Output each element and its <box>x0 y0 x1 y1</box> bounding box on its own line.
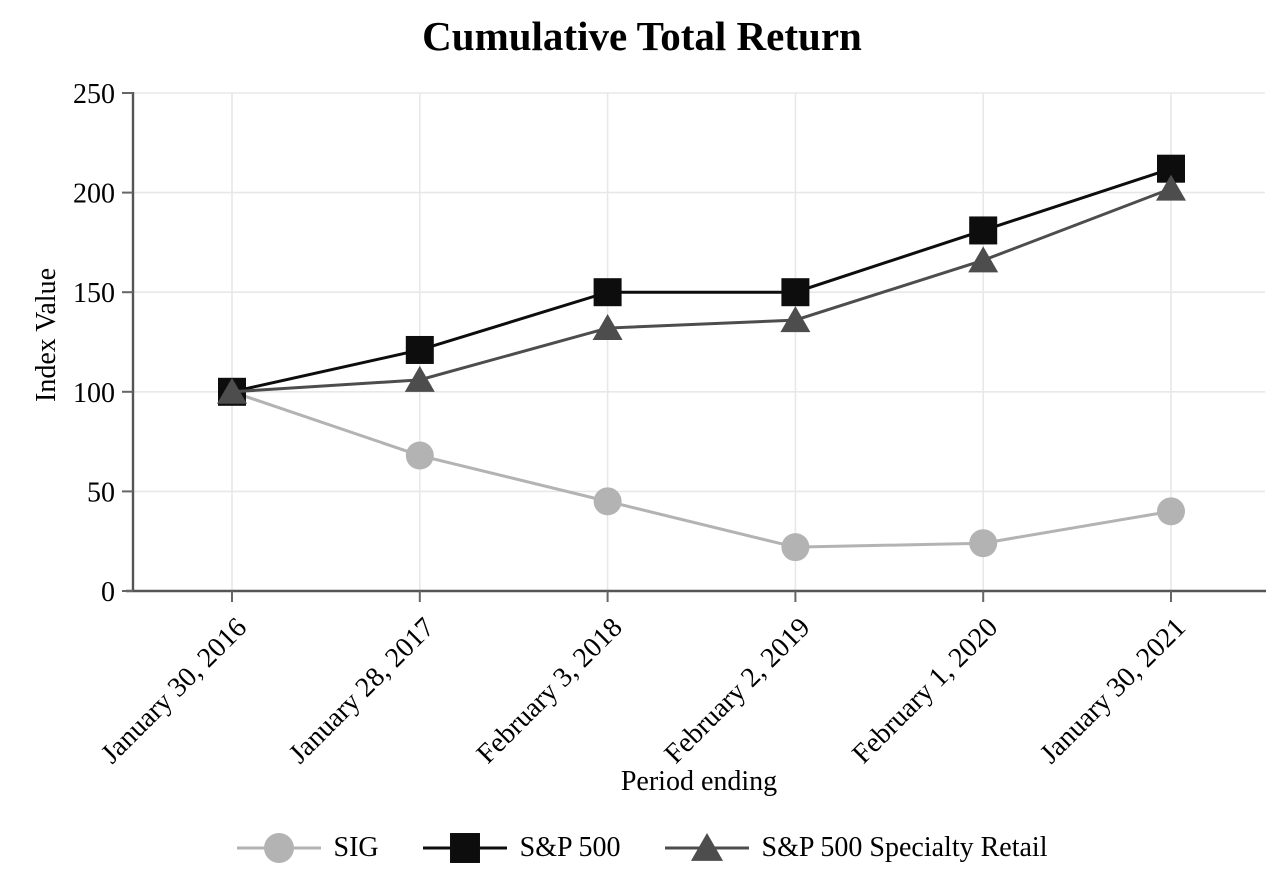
square-marker <box>969 216 998 245</box>
triangle-marker <box>404 365 435 392</box>
triangle-marker <box>968 246 999 273</box>
y-tick-label: 150 <box>73 278 115 309</box>
legend-label: S&P 500 Specialty Retail <box>761 832 1048 863</box>
x-tick-label: February 3, 2018 <box>471 612 629 770</box>
square-marker <box>449 833 480 863</box>
x-axis-label: Period ending <box>620 766 778 797</box>
circle-marker <box>969 529 998 558</box>
series-s-p-500-specialty-retail <box>217 174 1186 404</box>
triangle-marker <box>690 833 723 861</box>
circle-marker <box>1157 497 1185 526</box>
x-tick-label: January 30, 2016 <box>95 612 253 770</box>
square-legend-swatch <box>422 833 507 863</box>
series-line <box>231 167 1172 394</box>
y-axis-label: Index Value <box>31 268 62 402</box>
chart-title: Cumulative Total Return <box>422 13 862 59</box>
legend-item-s-p-500: S&P 500 <box>422 828 621 868</box>
triangle-marker <box>217 377 247 404</box>
y-tick-label: 50 <box>87 477 115 508</box>
series-sig <box>218 377 1185 562</box>
x-tick-label: January 30, 2021 <box>1034 612 1192 770</box>
x-tick-label: January 28, 2017 <box>283 612 441 770</box>
plot-area: 0 50 100 150 200 250 January 30, 2016 January 2… <box>73 79 1266 770</box>
circle-legend-swatch <box>236 833 321 863</box>
y-tick-label: 250 <box>73 79 115 110</box>
triangle-marker <box>1156 174 1186 201</box>
circle-marker <box>593 487 622 516</box>
circle-marker <box>263 833 294 863</box>
legend-label: S&P 500 <box>519 832 621 863</box>
circle-marker <box>781 533 810 562</box>
square-marker <box>405 335 434 364</box>
square-marker <box>593 278 622 307</box>
series-line <box>231 390 1172 549</box>
x-tick-label: February 1, 2020 <box>846 612 1004 770</box>
square-marker <box>781 278 810 307</box>
legend-item-s-p-500-specialty-retail: S&P 500 Specialty Retail <box>664 828 1048 868</box>
legend: SIG S&P 500 S&P 500 Specialty Retail <box>0 828 1284 868</box>
legend-label: SIG <box>333 832 379 863</box>
legend-item-sig: SIG <box>236 828 379 868</box>
y-tick-label: 100 <box>73 378 115 409</box>
triangle-marker <box>780 306 811 333</box>
series-line <box>231 187 1172 394</box>
y-tick-label: 0 <box>101 577 115 608</box>
series-s-p-500 <box>218 154 1185 406</box>
x-tick-label: February 2, 2019 <box>659 612 817 770</box>
y-tick-label: 200 <box>73 179 115 210</box>
triangle-marker <box>592 314 623 341</box>
circle-marker <box>405 441 434 470</box>
triangle-legend-swatch <box>664 833 749 861</box>
